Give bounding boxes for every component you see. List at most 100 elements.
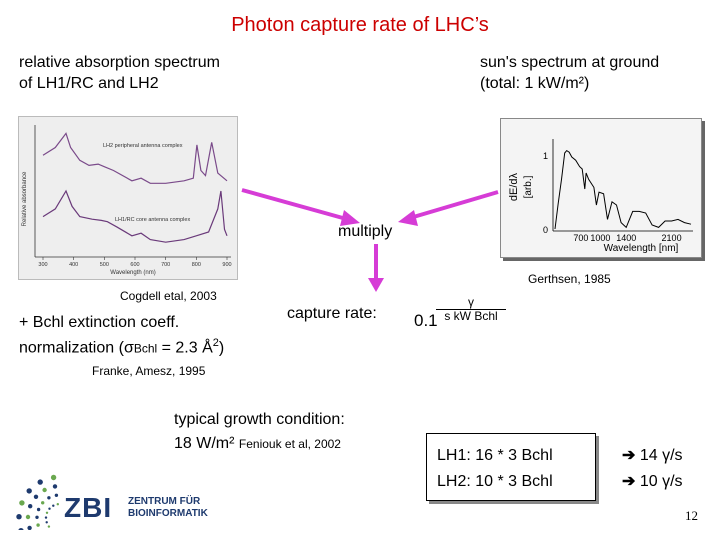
absorption-svg: Relative absorbance LH2 peripheral anten… xyxy=(19,117,237,279)
absorption-xtick-label: 600 xyxy=(130,262,139,268)
results-lines: LH1: 16 * 3 Bchl LH2: 10 * 3 Bchl xyxy=(427,434,595,495)
extinction-post: = 2.3 Å xyxy=(157,339,213,357)
zbi-logo: ZBI ZENTRUM FÜR BIOINFORMATIK xyxy=(16,470,246,532)
rates: ➔ 14 γ/s ➔ 10 γ/s xyxy=(622,443,683,495)
growth-line2-wrap: 18 W/m² Feniouk et al, 2002 xyxy=(174,432,345,456)
right-heading-line2: (total: 1 kW/m²) xyxy=(480,75,590,92)
results-box: LH1: 16 * 3 Bchl LH2: 10 * 3 Bchl xyxy=(426,433,596,501)
zbi-dot xyxy=(28,504,33,509)
zbi-dot xyxy=(50,474,57,481)
right-heading-line1: sun's spectrum at ground xyxy=(480,54,660,71)
rate-row-2: ➔ 10 γ/s xyxy=(622,469,683,495)
zbi-dot xyxy=(47,496,51,500)
result-lh1: LH1: 16 * 3 Bchl xyxy=(437,447,553,464)
sigma-symbol: σ xyxy=(123,339,134,357)
sun-yunit: [arb.] xyxy=(523,175,534,198)
growth-line1: typical growth condition: xyxy=(174,411,345,428)
sun-xtick-label: 1400 xyxy=(616,233,636,243)
result-lh2: LH2: 10 * 3 Bchl xyxy=(437,473,553,490)
zbi-dot xyxy=(42,487,47,493)
zbi-dot xyxy=(16,514,22,520)
zbi-dot xyxy=(19,500,25,506)
extinction-block: + Bchl extinction coeff. normalization (… xyxy=(19,312,224,359)
sigma-subscript: Bchl xyxy=(133,341,158,356)
zbi-dot xyxy=(26,488,32,494)
zbi-dot xyxy=(52,504,55,507)
extinction-pre: normalization ( xyxy=(19,339,124,357)
absorption-label-top: LH2 peripheral antenna complex xyxy=(103,143,183,149)
zbi-dot xyxy=(54,493,59,497)
sun-svg: dE/dλ [arb.] 1 0 700 1000 1400 2100 Wavelen… xyxy=(508,139,693,254)
absorption-xtick-label: 900 xyxy=(222,262,231,268)
extinction-end: ) xyxy=(218,339,225,357)
arrows-layer xyxy=(241,188,499,292)
zbi-dot xyxy=(45,511,49,514)
sun-xticks: 700 1000 1400 2100 xyxy=(573,233,681,243)
sun-xlabel: Wavelength [nm] xyxy=(604,243,679,254)
extinction-sup: 2 xyxy=(212,337,219,349)
zbi-dot xyxy=(25,514,31,520)
zbi-dot xyxy=(44,516,48,519)
absorption-ylabel: Relative absorbance xyxy=(22,171,28,226)
cite-gerthsen: Gerthsen, 1985 xyxy=(528,272,611,286)
absorption-bottom-curve xyxy=(42,189,228,243)
zbi-dot xyxy=(45,521,48,524)
sun-xtick-label: 2100 xyxy=(662,233,682,243)
zbi-dot xyxy=(37,479,43,485)
absorption-label-bottom: LH1/RC core antenna complex xyxy=(115,217,190,223)
zbi-line2: BIOINFORMATIK xyxy=(128,508,208,519)
down-arrow-head xyxy=(368,278,384,292)
zbi-dot xyxy=(56,503,59,506)
sun-xtick-label: 1000 xyxy=(590,233,610,243)
zbi-dot xyxy=(41,501,45,505)
rate-2: 10 γ/s xyxy=(639,473,683,490)
growth-line2: 18 W/m² xyxy=(174,435,235,452)
zbi-dot xyxy=(36,523,40,527)
absorption-xtick-label: 500 xyxy=(100,262,109,268)
left-heading: relative absorption spectrum of LH1/RC a… xyxy=(19,52,220,94)
right-arrow-head xyxy=(398,210,418,226)
extinction-line1: + Bchl extinction coeff. xyxy=(19,314,180,331)
zbi-dots-icon xyxy=(16,474,59,530)
left-heading-line1: relative absorption spectrum xyxy=(19,54,220,71)
absorption-xtick-label: 400 xyxy=(69,262,78,268)
page-number: 12 xyxy=(685,508,698,523)
absorption-xticks: 300 400 500 600 700 800 900 xyxy=(38,257,232,268)
sun-ytick-0: 0 xyxy=(543,225,548,235)
extinction-line2: normalization (σBchl = 2.3 Å2) xyxy=(19,333,224,359)
sun-ylabel: dE/dλ xyxy=(508,172,520,201)
left-arrow-line xyxy=(241,188,351,222)
zbi-dot xyxy=(47,525,51,528)
zbi-dot xyxy=(36,507,41,512)
capture-numerator: γ xyxy=(468,295,474,309)
sun-spectrum-curve xyxy=(554,149,692,230)
cite-feniouk: Feniouk et al, 2002 xyxy=(238,437,341,451)
zbi-dot xyxy=(18,528,24,530)
capture-label: capture rate: xyxy=(287,305,377,322)
slide-title: Photon capture rate of LHC’s xyxy=(231,14,489,36)
zbi-dot xyxy=(52,484,58,489)
absorption-top-curve xyxy=(42,132,228,184)
capture-fraction: γ s kW Bchl xyxy=(436,296,506,323)
zbi-line1: ZENTRUM FÜR xyxy=(128,496,201,507)
sun-figure: dE/dλ [arb.] 1 0 700 1000 1400 2100 Wavelen… xyxy=(500,118,702,258)
growth-block: typical growth condition: 18 W/m² Feniou… xyxy=(174,408,345,456)
arrow-right-icon: ➔ xyxy=(622,447,636,464)
zbi-dot xyxy=(27,525,32,530)
zbi-dot xyxy=(48,507,51,510)
absorption-xtick-label: 700 xyxy=(161,262,170,268)
cite-franke: Franke, Amesz, 1995 xyxy=(92,364,206,378)
zbi-logo-text: ZBI xyxy=(64,492,113,523)
absorption-xtick-label: 800 xyxy=(192,262,201,268)
capture-denominator: s kW Bchl xyxy=(436,309,506,323)
capture-value: 0.1 xyxy=(414,311,438,330)
sun-ytick-1: 1 xyxy=(543,151,548,161)
rate-1: 14 γ/s xyxy=(639,447,683,464)
absorption-xtick-label: 300 xyxy=(38,262,47,268)
left-heading-line2: of LH1/RC and LH2 xyxy=(19,75,159,92)
zbi-dot xyxy=(33,494,39,499)
rate-row-1: ➔ 14 γ/s xyxy=(622,443,683,469)
sun-xtick-label: 700 xyxy=(573,233,588,243)
multiply-label: multiply xyxy=(338,223,393,240)
right-arrow-line xyxy=(409,190,499,220)
